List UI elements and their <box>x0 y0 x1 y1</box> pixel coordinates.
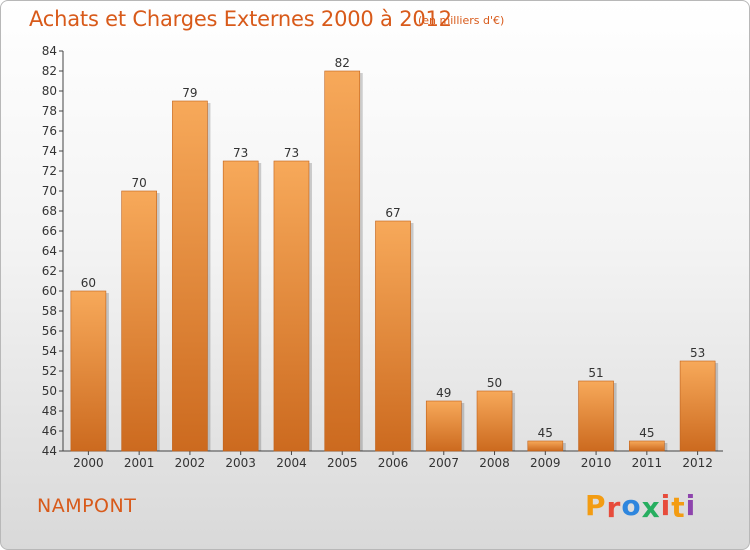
x-tick-label: 2012 <box>682 456 713 470</box>
bar-2012 <box>679 360 716 452</box>
x-tick-label: 2009 <box>530 456 561 470</box>
y-tick-label: 74 <box>42 144 57 158</box>
x-tick-label: 2008 <box>479 456 510 470</box>
bar-2010 <box>578 380 614 452</box>
logo-letter: o <box>621 489 642 522</box>
y-tick-label: 64 <box>42 244 57 258</box>
value-label: 73 <box>284 146 299 160</box>
x-tick-label: 2004 <box>276 456 307 470</box>
place-name: NAMPONT <box>37 495 137 517</box>
value-label: 67 <box>385 206 400 220</box>
x-tick-label: 2006 <box>378 456 409 470</box>
y-tick-label: 56 <box>42 324 57 338</box>
value-label: 45 <box>538 426 553 440</box>
y-tick-label: 80 <box>42 84 57 98</box>
bar-2003 <box>222 160 259 452</box>
x-tick-label: 2003 <box>225 456 256 470</box>
y-tick-label: 82 <box>42 64 57 78</box>
bar-2006 <box>375 220 411 452</box>
bar-2001 <box>121 190 157 452</box>
value-label: 51 <box>588 366 603 380</box>
logo-letter: x <box>641 491 661 524</box>
chart-labels: 2000 60 2001 70 2002 79 2003 73 2004 73 2005 82 2006… <box>73 56 713 470</box>
bar-2011 <box>629 440 665 452</box>
y-tick-label: 62 <box>42 264 57 278</box>
y-tick-label: 54 <box>42 344 57 358</box>
y-tick-label: 46 <box>42 424 57 438</box>
x-tick-label: 2007 <box>428 456 459 470</box>
value-label: 60 <box>81 276 96 290</box>
bar-2000 <box>70 290 107 452</box>
x-tick-label: 2010 <box>581 456 612 470</box>
logo-letter: r <box>606 491 622 524</box>
value-label: 53 <box>690 346 705 360</box>
x-tick-label: 2011 <box>632 456 663 470</box>
value-label: 70 <box>132 176 147 190</box>
bar-2002 <box>172 100 208 452</box>
bar-2005 <box>324 70 361 452</box>
bar-2009 <box>527 440 564 452</box>
value-label: 73 <box>233 146 248 160</box>
y-tick-label: 72 <box>42 164 57 178</box>
x-tick-label: 2000 <box>73 456 104 470</box>
value-label: 82 <box>335 56 350 70</box>
chart-bars <box>70 70 719 452</box>
value-label: 45 <box>639 426 654 440</box>
y-tick-label: 44 <box>42 444 57 458</box>
chart-title: Achats et Charges Externes 2000 à 2012 <box>29 7 452 31</box>
y-tick-label: 76 <box>42 124 57 138</box>
value-label: 49 <box>436 386 451 400</box>
x-tick-label: 2002 <box>175 456 206 470</box>
chart-unit-label: (en milliers d'€) <box>418 14 505 27</box>
logo-letter: P <box>585 489 607 522</box>
y-tick-label: 52 <box>42 364 57 378</box>
chart-axes: 44 46 48 50 52 54 56 58 60 62 64 66 68 70 72 74 76 78 80 82… <box>42 44 723 458</box>
y-tick-label: 58 <box>42 304 57 318</box>
y-tick-label: 70 <box>42 184 57 198</box>
y-tick-label: 66 <box>42 224 57 238</box>
logo-letter: i <box>660 489 672 522</box>
y-tick-label: 60 <box>42 284 57 298</box>
x-tick-label: 2001 <box>124 456 155 470</box>
logo-letter: i <box>685 489 697 522</box>
proxiti-logo[interactable]: Proxiti <box>585 489 697 524</box>
value-label: 50 <box>487 376 502 390</box>
y-tick-label: 78 <box>42 104 57 118</box>
x-tick-label: 2005 <box>327 456 358 470</box>
bar-2008 <box>476 390 513 452</box>
logo-letter: t <box>671 491 686 524</box>
y-tick-label: 48 <box>42 404 57 418</box>
bar-2007 <box>425 400 462 452</box>
y-tick-label: 68 <box>42 204 57 218</box>
value-label: 79 <box>182 86 197 100</box>
bar-2004 <box>273 160 310 452</box>
y-tick-label: 84 <box>42 44 57 58</box>
y-tick-label: 50 <box>42 384 57 398</box>
